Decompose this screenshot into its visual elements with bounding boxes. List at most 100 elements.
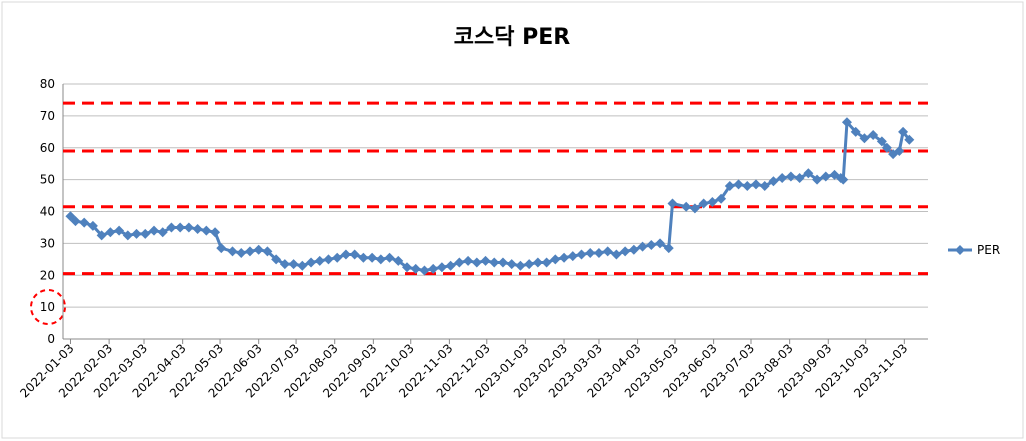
data-point (384, 252, 395, 263)
data-point (850, 126, 861, 137)
data-point (559, 252, 570, 263)
y-tick-label: 60 (40, 141, 55, 155)
chart-title: 코스닥 PER (454, 25, 571, 50)
data-point (777, 173, 788, 184)
data-point (859, 133, 870, 144)
data-point (157, 227, 168, 238)
data-point (114, 225, 125, 236)
data-point (210, 227, 221, 238)
data-point (436, 262, 447, 273)
data-point (567, 251, 578, 262)
data-point (550, 254, 561, 265)
data-point (894, 145, 905, 156)
data-point (140, 228, 151, 239)
data-point (192, 224, 203, 235)
data-point (785, 171, 796, 182)
data-point (349, 249, 360, 260)
data-point (201, 225, 212, 236)
data-point (803, 168, 814, 179)
data-point (358, 252, 369, 263)
data-point (402, 262, 413, 273)
data-point (768, 176, 779, 187)
data-point (576, 249, 587, 260)
data-point (585, 247, 596, 258)
data-point (253, 244, 264, 255)
y-tick-label: 70 (40, 109, 55, 123)
data-point (332, 252, 343, 263)
data-point (646, 239, 657, 250)
data-point (70, 216, 81, 227)
data-point (593, 247, 604, 258)
data-point (105, 227, 116, 238)
y-tick-label: 40 (40, 205, 55, 219)
data-point (868, 130, 879, 140)
y-tick-label: 0 (47, 332, 55, 346)
data-point (175, 222, 186, 233)
data-point (620, 246, 631, 257)
data-point (236, 247, 247, 258)
legend-label: PER (977, 243, 1000, 257)
data-point (524, 259, 535, 270)
data-point (602, 246, 613, 257)
data-point (323, 254, 334, 265)
data-point (506, 259, 517, 270)
data-point (480, 255, 491, 266)
data-point (881, 142, 892, 153)
data-point (410, 263, 421, 274)
data-point (532, 257, 543, 268)
data-point (794, 173, 805, 184)
data-point (515, 260, 526, 271)
data-point (541, 257, 552, 268)
data-point (87, 220, 98, 231)
data-point (489, 257, 500, 268)
data-point (122, 230, 133, 241)
data-point (96, 230, 107, 241)
data-point (667, 198, 678, 209)
data-point (271, 254, 282, 265)
data-point (750, 179, 761, 190)
data-point (375, 254, 386, 265)
data-point (131, 228, 142, 239)
data-point (463, 255, 474, 266)
data-point (166, 222, 177, 233)
y-tick-label: 50 (40, 173, 55, 187)
data-point (838, 174, 849, 185)
data-point (898, 126, 909, 137)
data-point (663, 243, 674, 254)
legend-marker (955, 245, 965, 255)
data-point (820, 171, 831, 182)
y-tick-label: 30 (40, 236, 55, 250)
data-point (681, 201, 692, 212)
data-point (454, 257, 465, 268)
data-point (655, 238, 666, 249)
data-point (306, 257, 317, 268)
data-point (428, 263, 439, 274)
data-point (244, 246, 255, 257)
data-point (227, 246, 238, 257)
data-point (183, 222, 194, 233)
y-tick-label: 10 (40, 300, 55, 314)
data-point (698, 198, 709, 209)
data-point (759, 181, 770, 191)
data-point (904, 134, 915, 145)
data-point (637, 241, 648, 252)
data-point (393, 255, 404, 266)
data-point (497, 257, 508, 268)
y-tick-label: 20 (40, 268, 55, 282)
data-point (288, 259, 299, 270)
data-point (812, 174, 823, 185)
data-point (742, 181, 753, 191)
data-point (689, 203, 700, 214)
data-point (148, 225, 159, 236)
data-point (716, 193, 727, 204)
y-tick-label: 80 (40, 77, 55, 91)
data-point (297, 260, 308, 271)
data-point (841, 117, 852, 128)
data-point (419, 265, 430, 276)
data-point (876, 136, 887, 147)
data-point (707, 196, 718, 207)
data-point (724, 181, 735, 191)
data-point (611, 249, 622, 260)
